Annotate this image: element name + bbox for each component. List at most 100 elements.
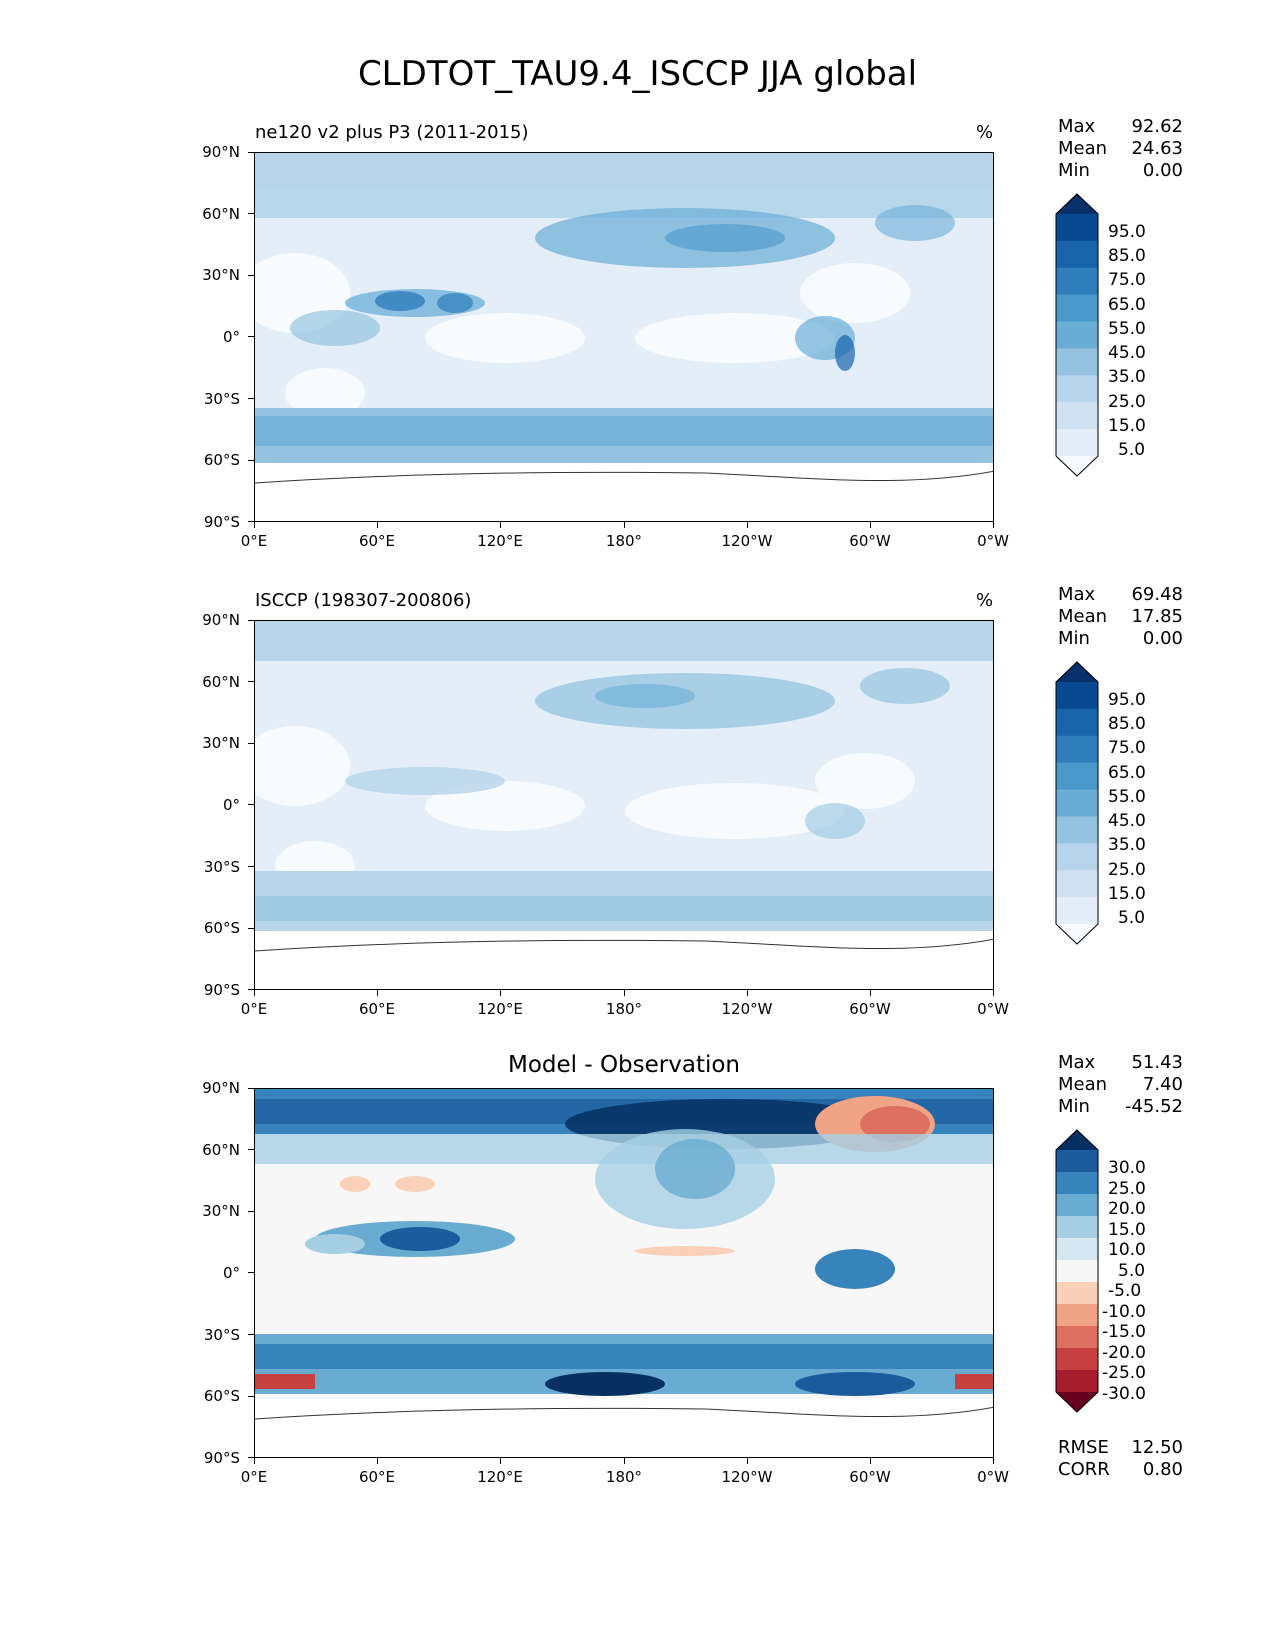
model-colorbar-segment (1056, 321, 1098, 349)
colorbar-label: 65.0 (1108, 763, 1146, 783)
colorbar-label: 35.0 (1108, 835, 1146, 855)
difference-colorbar (1055, 1129, 1099, 1417)
colorbar-label: 55.0 (1108, 319, 1146, 339)
stat-name: Min (1058, 160, 1090, 181)
y-tick-label: 60°N (202, 1141, 240, 1159)
stat-value: 7.40 (1142, 1074, 1183, 1095)
observation-colorbar-svg (1055, 661, 1099, 945)
difference-panel-title: Model - Observation (507, 1052, 741, 1078)
difference-colorbar-svg (1055, 1129, 1099, 1413)
x-tick-label: 120°W (721, 1000, 773, 1018)
x-tick-label: 120°W (721, 532, 773, 550)
y-tick-label: 90°S (203, 513, 240, 531)
observation-colorbar-bottom-extend (1056, 924, 1098, 944)
difference-colorbar-segment (1056, 1216, 1098, 1239)
panel-2-units: % (976, 590, 994, 611)
colorbar-label: 15.0 (1108, 416, 1146, 436)
stat-name: Mean (1058, 138, 1108, 159)
x-tick-label: 180° (605, 532, 643, 550)
x-tick-label: 0°W (977, 1468, 1009, 1486)
difference-colorbar-bottom-extend (1056, 1392, 1098, 1412)
y-tick-label: 90°S (203, 1449, 240, 1467)
difference-colorbar-segment (1056, 1326, 1098, 1349)
model-colorbar-segment (1056, 429, 1098, 457)
colorbar-label: 5.0 (1118, 440, 1146, 460)
model-map-field (255, 153, 993, 521)
y-tick-label: 30°N (202, 1202, 240, 1220)
difference-colorbar-top-extend (1056, 1130, 1098, 1150)
model-colorbar-bottom-extend (1056, 456, 1098, 476)
colorbar-label: 15.0 (1108, 1220, 1146, 1240)
observation-colorbar-segment (1056, 816, 1098, 844)
difference-colorbar-segment (1056, 1348, 1098, 1371)
colorbar-label: 25.0 (1108, 860, 1146, 880)
observation-colorbar-segment (1056, 682, 1098, 710)
observation-colorbar (1055, 661, 1099, 949)
model-colorbar-outline (1055, 193, 1099, 477)
y-tick-label: 60°S (203, 1387, 240, 1405)
colorbar-label: 10.0 (1108, 1240, 1146, 1260)
x-tick-label: 60°W (849, 532, 891, 550)
x-tick-label: 60°E (358, 532, 396, 550)
difference-map (254, 1088, 994, 1458)
colorbar-label: -25.0 (1102, 1363, 1146, 1383)
difference-colorbar-segment (1056, 1370, 1098, 1393)
y-tick-label: 90°S (203, 981, 240, 999)
observation-colorbar-segment (1056, 708, 1098, 737)
x-tick-label: 60°E (358, 1000, 396, 1018)
stat-value: 69.48 (1131, 584, 1183, 605)
observation-map-field (255, 621, 993, 989)
model-map (254, 152, 994, 522)
difference-colorbar-segment (1056, 1172, 1098, 1195)
y-tick-label: 30°N (202, 734, 240, 752)
colorbar-label: -20.0 (1102, 1343, 1146, 1363)
y-tick-label: 30°S (203, 1326, 240, 1344)
y-tick-label: 60°N (202, 205, 240, 223)
x-tick-label: 0°W (977, 1000, 1009, 1018)
x-tick-label: 0°W (977, 532, 1009, 550)
stat-name: Mean (1058, 1074, 1108, 1095)
difference-stats: Max 51.43 Mean 7.40 Min -45.52 (1058, 1052, 1183, 1118)
model-colorbar-segment (1056, 402, 1098, 430)
y-tick-label: 0° (222, 1264, 240, 1282)
stat-value: -45.52 (1124, 1096, 1183, 1117)
observation-colorbar-segment (1056, 870, 1098, 898)
colorbar-label: 65.0 (1108, 295, 1146, 315)
difference-colorbar-segment (1056, 1194, 1098, 1217)
colorbar-label: 45.0 (1108, 343, 1146, 363)
model-colorbar-segment (1056, 375, 1098, 403)
colorbar-label: 15.0 (1108, 884, 1146, 904)
colorbar-label: 45.0 (1108, 811, 1146, 831)
colorbar-label: 25.0 (1108, 392, 1146, 412)
stat-name: Max (1058, 1052, 1096, 1073)
x-tick-label: 0°E (240, 532, 268, 550)
observation-colorbar-segment (1056, 735, 1098, 764)
colorbar-label: 30.0 (1108, 1158, 1146, 1178)
model-colorbar-svg (1055, 193, 1099, 477)
y-tick-label: 30°S (203, 390, 240, 408)
y-tick-label: 30°N (202, 266, 240, 284)
colorbar-label: 85.0 (1108, 246, 1146, 266)
colorbar-label: -10.0 (1102, 1302, 1146, 1322)
difference-metrics: RMSE 12.50 CORR 0.80 (1058, 1437, 1183, 1481)
model-stats: Max 92.62 Mean 24.63 Min 0.00 (1058, 116, 1183, 182)
colorbar-label: 5.0 (1118, 908, 1146, 928)
colorbar-label: 35.0 (1108, 367, 1146, 387)
y-tick-label: 60°N (202, 673, 240, 691)
colorbar-label: 20.0 (1108, 1199, 1146, 1219)
observation-colorbar-segment (1056, 897, 1098, 925)
stat-name: Max (1058, 116, 1096, 137)
observation-map (254, 620, 994, 990)
difference-colorbar-segment (1056, 1238, 1098, 1261)
stat-value: 51.43 (1131, 1052, 1183, 1073)
stat-name: Max (1058, 584, 1096, 605)
x-tick-label: 180° (605, 1468, 643, 1486)
panel-2-title: ISCCP (198307-200806) (255, 590, 472, 611)
metric-value: 0.80 (1142, 1459, 1183, 1480)
x-tick-label: 0°E (240, 1000, 268, 1018)
y-tick-label: 60°S (203, 919, 240, 937)
colorbar-label: 85.0 (1108, 714, 1146, 734)
y-tick-label: 90°N (202, 143, 240, 161)
y-tick-label: 0° (222, 796, 240, 814)
panel-1-title: ne120 v2 plus P3 (2011-2015) (255, 122, 529, 143)
